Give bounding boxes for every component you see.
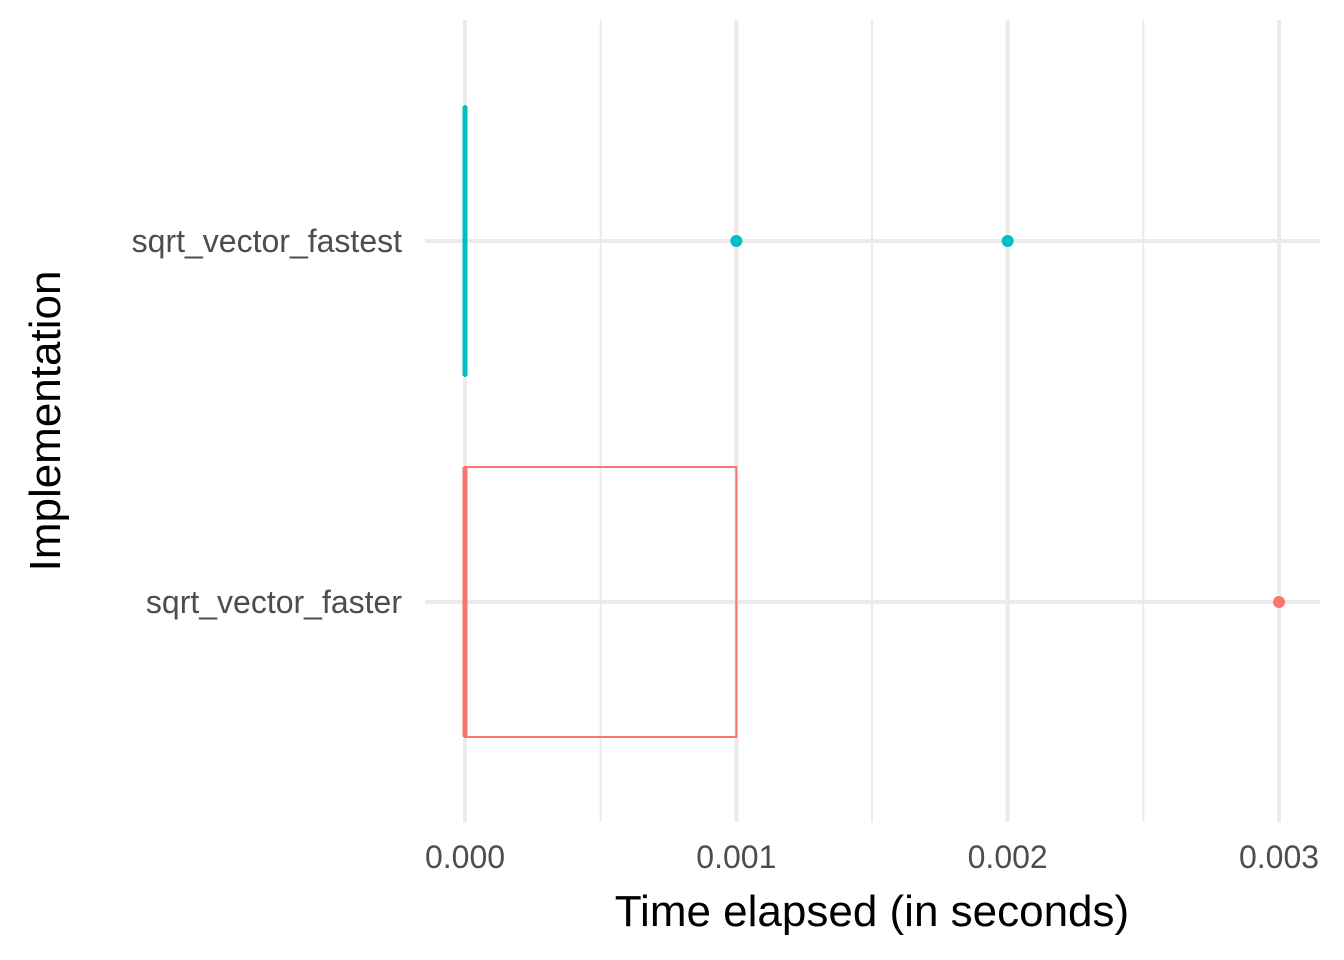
x-tick-label: 0.002 <box>968 839 1048 875</box>
minor-gridlines <box>599 20 1145 822</box>
outlier-point <box>730 235 743 247</box>
y-tick-label: sqrt_vector_fastest <box>132 223 402 259</box>
x-tick-label: 0.001 <box>696 839 776 875</box>
y-tick-labels: sqrt_vector_faster sqrt_vector_fastest <box>132 223 403 620</box>
outlier-layer <box>730 235 1285 608</box>
box-layer <box>462 105 738 738</box>
x-tick-label: 0.000 <box>425 839 505 875</box>
outlier-point <box>1273 596 1285 608</box>
y-tick-label: sqrt_vector_faster <box>146 584 402 620</box>
y-axis-title: Implementation <box>21 271 70 572</box>
x-tick-label: 0.003 <box>1239 839 1319 875</box>
x-axis-title: Time elapsed (in seconds) <box>615 887 1129 936</box>
x-tick-labels: 0.000 0.001 0.002 0.003 <box>425 839 1319 875</box>
outlier-point <box>1001 235 1014 247</box>
